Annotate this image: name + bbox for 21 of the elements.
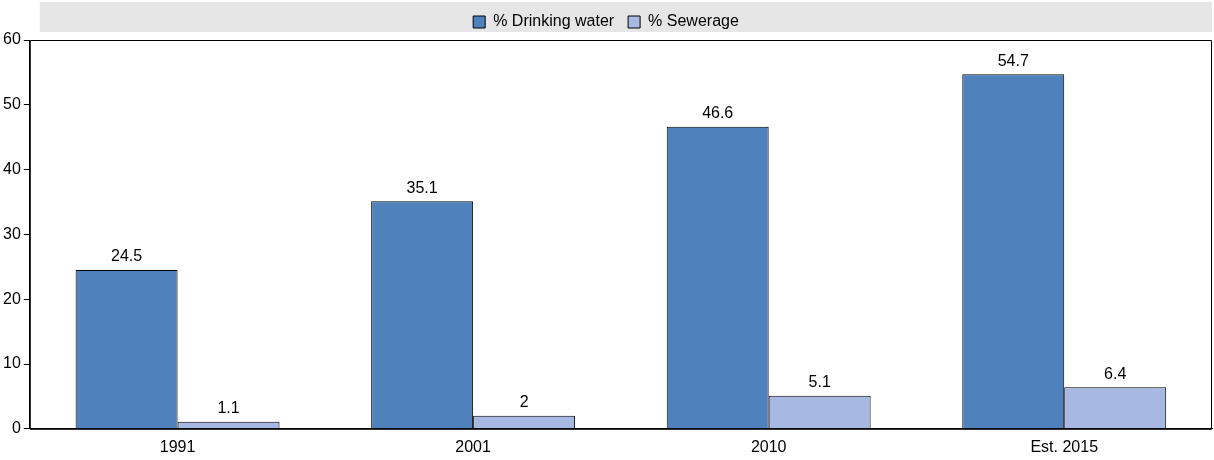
data-label: 6.4 bbox=[1104, 364, 1127, 382]
y-tick-label: 20 bbox=[3, 289, 21, 307]
x-tick-label: 2010 bbox=[750, 437, 787, 455]
x-tick-label: Est. 2015 bbox=[1030, 437, 1099, 455]
data-label: 54.7 bbox=[997, 51, 1029, 69]
y-tick-label: 50 bbox=[3, 95, 21, 113]
y-tick-label: 0 bbox=[11, 419, 21, 437]
data-label: 1.1 bbox=[217, 399, 240, 417]
y-tick-label: 60 bbox=[3, 30, 21, 48]
data-label: 2 bbox=[519, 393, 529, 411]
legend-label: % Drinking water bbox=[493, 12, 615, 30]
y-tick-label: 40 bbox=[3, 160, 21, 178]
data-label: 35.1 bbox=[406, 178, 438, 196]
x-tick-label: 1991 bbox=[159, 437, 196, 455]
data-label: 46.6 bbox=[702, 104, 734, 122]
data-label: 24.5 bbox=[111, 247, 143, 265]
y-tick-label: 10 bbox=[3, 354, 21, 372]
data-label: 5.1 bbox=[808, 373, 831, 391]
x-tick-label: 2001 bbox=[455, 437, 492, 455]
y-tick-label: 30 bbox=[3, 224, 21, 242]
legend-label: % Sewerage bbox=[648, 12, 739, 30]
